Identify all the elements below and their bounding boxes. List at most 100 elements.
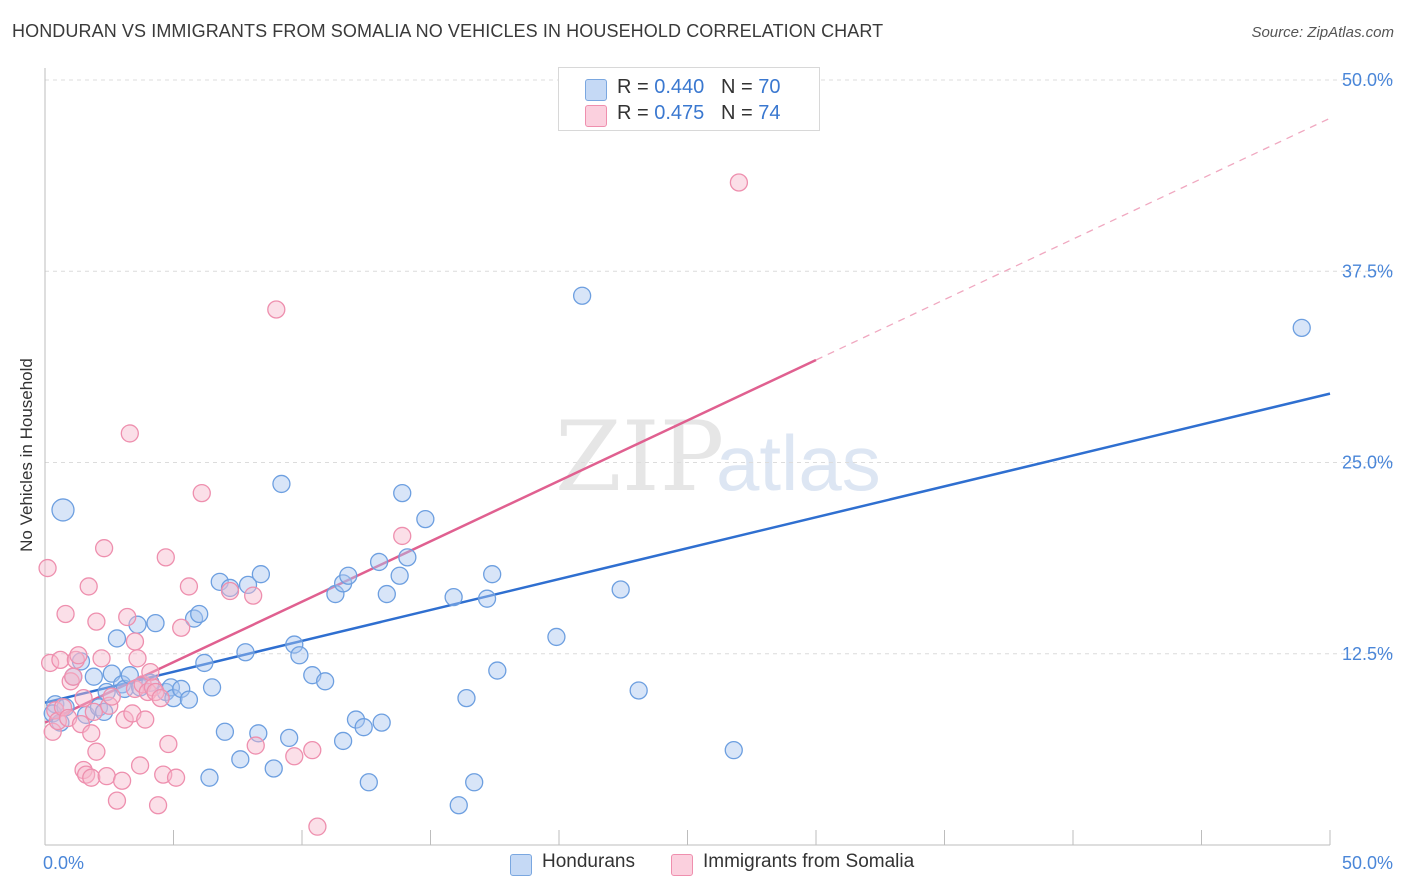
point-somalia: [82, 768, 101, 787]
trend-lines: [44, 117, 1331, 724]
correlation-legend: R = 0.440 N = 70 R = 0.475 N = 74: [558, 67, 820, 131]
point-hondurans: [279, 728, 299, 748]
point-hondurans: [398, 548, 417, 567]
point-somalia: [69, 646, 88, 665]
point-somalia: [303, 740, 322, 760]
point-hondurans: [477, 589, 497, 608]
point-hondurans: [390, 566, 409, 585]
point-hondurans: [215, 722, 235, 741]
point-hondurans: [195, 653, 214, 673]
point-hondurans: [1292, 318, 1311, 338]
point-hondurans: [359, 773, 378, 792]
point-somalia: [136, 710, 155, 729]
point-hondurans: [179, 690, 199, 709]
point-hondurans: [611, 580, 630, 599]
point-somalia: [393, 526, 412, 546]
point-somalia: [159, 734, 178, 754]
point-somalia: [71, 714, 91, 734]
point-somalia: [192, 483, 211, 503]
point-hondurans: [236, 643, 255, 662]
point-hondurans: [238, 575, 258, 595]
point-hondurans: [547, 627, 566, 647]
point-hondurans: [416, 509, 435, 529]
point-somalia: [112, 771, 132, 790]
tick-labels: 12.5% 25.0% 37.5% 50.0% 0.0% 50.0%: [43, 70, 1393, 873]
point-somalia: [84, 702, 103, 722]
point-hondurans: [444, 587, 463, 607]
point-hondurans: [200, 768, 219, 787]
point-hondurans: [572, 286, 592, 305]
y-tick-label: 25.0%: [1342, 453, 1393, 473]
point-hondurans: [120, 666, 139, 685]
data-points: [38, 173, 1311, 836]
point-somalia: [244, 586, 263, 605]
point-hondurans: [339, 566, 358, 585]
x-tick-label: 50.0%: [1342, 853, 1393, 873]
point-somalia: [166, 768, 186, 787]
point-hondurans: [724, 740, 743, 760]
point-hondurans: [465, 773, 484, 792]
point-somalia: [74, 688, 93, 708]
point-somalia: [220, 581, 240, 601]
point-somalia: [118, 607, 137, 627]
point-somalia: [148, 796, 168, 815]
trend-line-somalia: [44, 358, 817, 724]
legend-swatch-hondurans: [585, 79, 607, 101]
point-hondurans: [231, 750, 250, 769]
point-somalia: [285, 747, 304, 766]
x-tick-label: 0.0%: [43, 853, 84, 873]
legend-swatch-somalia-bottom: [671, 854, 693, 876]
point-hondurans: [354, 718, 373, 737]
point-somalia: [51, 650, 70, 670]
gridlines: [45, 79, 1395, 655]
point-somalia: [53, 698, 73, 717]
watermark: ZIP atlas: [555, 401, 881, 513]
point-hondurans: [377, 584, 396, 604]
point-somalia: [107, 791, 127, 810]
point-hondurans: [107, 629, 127, 648]
point-hondurans: [629, 681, 648, 700]
point-hondurans: [483, 565, 502, 584]
point-somalia: [40, 653, 60, 673]
point-hondurans: [372, 713, 391, 732]
point-hondurans: [251, 565, 271, 584]
legend-stats-somalia: R = 0.475 N = 74: [617, 102, 781, 124]
point-somalia: [64, 667, 83, 686]
point-hondurans: [333, 731, 353, 751]
point-somalia: [130, 756, 150, 775]
source-credit: Source: ZipAtlas.com: [1251, 24, 1394, 41]
point-hondurans: [190, 604, 209, 624]
point-somalia: [267, 300, 286, 319]
legend-label-hondurans: Hondurans: [542, 851, 635, 872]
point-somalia: [43, 722, 62, 741]
point-hondurans: [51, 498, 75, 522]
point-hondurans: [369, 552, 389, 572]
point-somalia: [179, 577, 199, 596]
point-somalia: [48, 711, 67, 731]
point-somalia: [94, 539, 114, 558]
chart-title: HONDURAN VS IMMIGRANTS FROM SOMALIA NO V…: [12, 21, 884, 41]
y-tick-label: 50.0%: [1342, 70, 1393, 90]
legend-swatch-somalia: [585, 105, 607, 127]
legend-swatch-hondurans-bottom: [510, 854, 532, 876]
point-hondurans: [210, 572, 229, 591]
legend-stats-hondurans: R = 0.440 N = 70: [617, 76, 781, 98]
watermark-zip: ZIP: [555, 401, 724, 513]
point-hondurans: [315, 672, 335, 691]
point-somalia: [125, 632, 145, 651]
point-hondurans: [457, 688, 476, 708]
trend-line-somalia-extension: [815, 117, 1331, 361]
point-hondurans: [290, 646, 309, 665]
point-somalia: [38, 558, 57, 578]
point-hondurans: [272, 474, 291, 494]
trend-line-hondurans: [44, 392, 1331, 704]
point-somalia: [246, 736, 265, 755]
point-somalia: [128, 649, 147, 668]
point-somalia: [141, 662, 160, 682]
point-hondurans: [346, 710, 366, 729]
point-somalia: [82, 724, 101, 743]
point-hondurans: [164, 688, 183, 708]
y-axis-label: No Vehicles in Household: [17, 358, 36, 552]
point-hondurans: [264, 759, 283, 778]
